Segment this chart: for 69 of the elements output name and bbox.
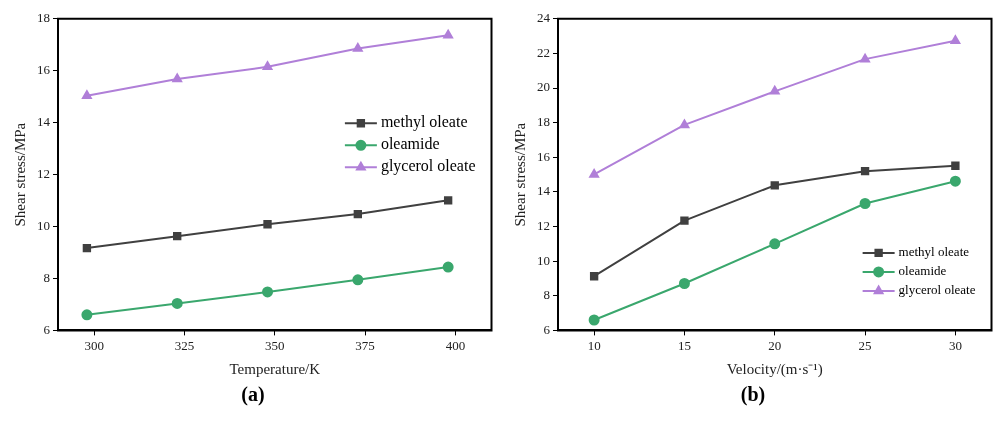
y-tick-label: 8 xyxy=(543,287,550,303)
y-tick-label: 6 xyxy=(543,321,551,337)
point xyxy=(262,286,274,298)
y-axis-title: Shear stress/MPa xyxy=(11,122,28,227)
legend-label: methyl oleate xyxy=(380,113,468,132)
point xyxy=(949,175,961,187)
point xyxy=(951,161,960,170)
text: (b) xyxy=(739,383,767,406)
y-tick-label: 6 xyxy=(43,321,51,337)
point xyxy=(589,272,599,281)
y-tick-label: 12 xyxy=(37,166,50,182)
x-tick-label: 325 xyxy=(174,337,195,353)
point xyxy=(589,168,600,178)
point xyxy=(769,85,780,95)
point xyxy=(679,119,690,129)
point xyxy=(82,243,92,253)
y-tick-label: 22 xyxy=(537,44,550,60)
point xyxy=(173,231,182,241)
x-tick-label: 30 xyxy=(948,337,962,353)
y-tick-label: 18 xyxy=(537,114,550,130)
legend-label: glycerol oleate xyxy=(898,282,976,298)
point xyxy=(860,166,870,176)
point xyxy=(263,220,272,229)
point xyxy=(442,261,454,273)
legend-label: glycerol oleate xyxy=(380,157,476,176)
point xyxy=(443,29,454,39)
x-axis-title: Temperature/K xyxy=(229,360,321,377)
x-tick-label: 350 xyxy=(265,337,285,353)
legend-label: methyl oleate xyxy=(898,244,970,260)
y-tick-label: 10 xyxy=(537,252,550,268)
y-tick-label: 24 xyxy=(537,10,551,26)
point xyxy=(770,181,779,190)
y-tick-label: 18 xyxy=(37,10,50,26)
x-tick-label: 400 xyxy=(445,337,466,353)
y-tick-label: 14 xyxy=(537,183,551,199)
point xyxy=(950,35,961,45)
x-tick-label: 15 xyxy=(677,337,691,353)
text: (a) xyxy=(240,383,266,406)
point xyxy=(81,309,93,321)
x-tick-label: 25 xyxy=(858,337,872,353)
legend-label: oleamide xyxy=(898,263,947,279)
point xyxy=(352,274,364,286)
y-axis-title: Shear stress/MPa xyxy=(511,122,528,227)
y-tick-label: 14 xyxy=(37,114,51,130)
point xyxy=(82,90,92,99)
legend-label: oleamide xyxy=(380,135,440,153)
point xyxy=(353,209,363,219)
point xyxy=(588,314,600,326)
point xyxy=(859,198,871,210)
point xyxy=(678,277,690,289)
x-tick-label: 10 xyxy=(587,337,601,353)
y-tick-label: 20 xyxy=(537,79,550,95)
y-tick-label: 10 xyxy=(37,217,50,233)
y-tick-label: 8 xyxy=(43,269,50,285)
point xyxy=(262,61,273,71)
point xyxy=(352,42,363,52)
point xyxy=(443,196,453,205)
y-tick-label: 12 xyxy=(537,217,550,233)
x-axis-title: Velocity/(m·s⁻¹) xyxy=(726,360,823,378)
x-tick-label: 375 xyxy=(355,337,375,353)
point xyxy=(172,73,183,83)
point xyxy=(860,53,870,63)
y-tick-label: 16 xyxy=(537,148,551,164)
point xyxy=(680,216,689,225)
point xyxy=(769,238,781,250)
y-tick-label: 16 xyxy=(37,62,51,78)
x-tick-label: 300 xyxy=(84,337,104,353)
point xyxy=(171,297,183,309)
x-tick-label: 20 xyxy=(768,337,782,353)
